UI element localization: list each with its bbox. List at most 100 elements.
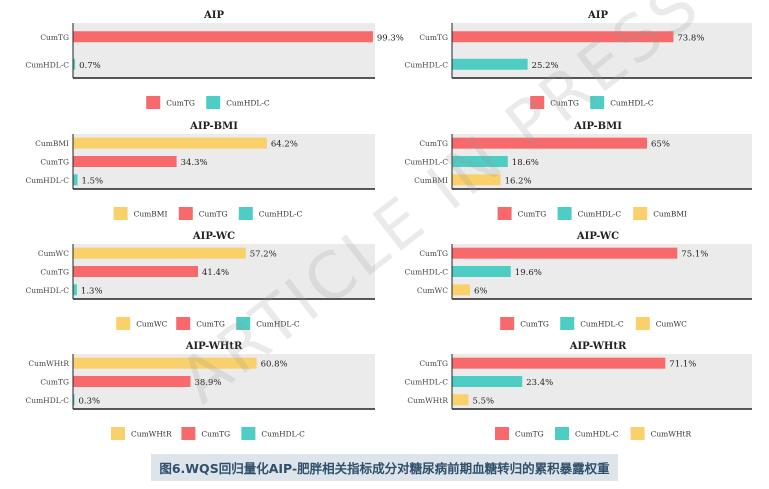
tick-label-cumtg: CumTG (419, 359, 448, 368)
legend-swatch-cumwc (116, 317, 131, 330)
data-label-cumhdl-c: 23.4% (526, 378, 553, 388)
data-label-cumwhtr: 5.5% (473, 396, 495, 406)
bar-cumhdl-c (73, 58, 76, 70)
bar-cumwc (73, 247, 246, 259)
tick-label-cumhdl-c: CumHDL-C (26, 286, 70, 295)
legend-label-cumbmi: CumBMI (653, 210, 687, 219)
tick-label-cumtg: CumTG (40, 378, 69, 387)
chart-title: AIP-BMI (573, 121, 622, 132)
chart-panel-6: AIP-WC CumWC 6% CumHDL-C 19.6% CumTG 75.1% CumT… (405, 231, 752, 330)
tick-label-cumwhtr: CumWHtR (28, 359, 69, 368)
chart-legend: CumWHtR CumTG CumHDL-C (111, 427, 305, 440)
bar-cumtg (452, 247, 678, 259)
chart-legend: CumTG CumHDL-C CumWC (500, 317, 687, 330)
legend-label-cumhdl-c: CumHDL-C (580, 320, 624, 329)
legend-swatch-cumhdl-c (557, 207, 572, 220)
legend-label-cumhdl-c: CumHDL-C (259, 210, 303, 219)
bar-cumtg (73, 376, 191, 387)
chart-title: AIP-WHtR (185, 341, 243, 352)
data-label-cumtg: 71.1% (669, 360, 696, 370)
data-label-cumtg: 73.8% (677, 33, 704, 43)
tick-label-cumtg: CumTG (40, 268, 69, 277)
data-label-cumhdl-c: 18.6% (512, 158, 539, 168)
data-label-cumhdl-c: 0.3% (79, 396, 101, 406)
data-label-cumhdl-c: 25.2% (532, 61, 559, 71)
legend-label-cumhdl-c: CumHDL-C (610, 99, 654, 108)
data-label-cumwc: 6% (474, 286, 488, 296)
bar-cumhdl-c (73, 394, 75, 406)
chart-legend: CumBMI CumTG CumHDL-C (113, 207, 303, 220)
bar-cumwhtr (452, 394, 469, 406)
tick-label-cumhdl-c: CumHDL-C (405, 378, 449, 387)
data-label-cumtg: 41.4% (202, 268, 229, 278)
data-label-cumhdl-c: 1.5% (82, 176, 104, 186)
chart-panel-2: AIP CumHDL-C 25.2% CumTG 73.8% CumTG CumHDL-C (405, 10, 752, 109)
legend-swatch-cumtg (500, 317, 515, 330)
tick-label-cumhdl-c: CumHDL-C (405, 158, 449, 167)
bar-cumtg (73, 31, 373, 43)
chart-panel-8: AIP-WHtR CumWHtR 5.5% CumHDL-C 23.4% CumTG 71.… (405, 341, 752, 440)
tick-label-cumhdl-c: CumHDL-C (26, 176, 70, 185)
chart-title: AIP (587, 10, 608, 21)
bar-cumhdl-c (452, 156, 508, 167)
legend-swatch-cumwhtr (630, 427, 645, 440)
tick-label-cumtg: CumTG (419, 249, 448, 258)
data-label-cumtg: 34.3% (181, 158, 208, 168)
tick-label-cumhdl-c: CumHDL-C (405, 268, 449, 277)
legend-swatch-cumhdl-c (236, 317, 251, 330)
legend-swatch-cumhdl-c (206, 96, 221, 109)
legend-label-cumtg: CumTG (515, 430, 544, 439)
legend-swatch-cumhdl-c (560, 317, 575, 330)
tick-label-cumwhtr: CumWHtR (407, 396, 448, 405)
chart-panel-4: AIP-BMI CumBMI 16.2% CumHDL-C 18.6% CumTG 65% C… (405, 121, 752, 220)
bar-cumtg (452, 137, 647, 149)
bar-cumhdl-c (452, 58, 528, 70)
bar-cumbmi (452, 174, 501, 186)
data-label-cumbmi: 16.2% (505, 176, 532, 186)
tick-label-cumbmi: CumBMI (414, 176, 448, 185)
legend-swatch-cumbmi (113, 207, 128, 220)
legend-label-cumwhtr: CumWHtR (651, 430, 692, 439)
tick-label-cumhdl-c: CumHDL-C (405, 60, 449, 69)
chart-legend: CumWC CumTG CumHDL-C (116, 317, 300, 330)
chart-title: AIP-WC (576, 231, 619, 242)
tick-label-cumwc: CumWC (38, 249, 69, 258)
bar-cumtg (73, 266, 199, 277)
legend-swatch-cumhdl-c (238, 207, 253, 220)
tick-label-cumhdl-c: CumHDL-C (26, 60, 70, 69)
tick-label-cumbmi: CumBMI (35, 139, 69, 148)
bar-cumwc (452, 284, 470, 296)
figure-caption: 图6.WQS回归量化AIP-肥胖相关指标成分对糖尿病前期血糖转归的累积暴露权重 (151, 454, 618, 481)
chart-legend: CumTG CumHDL-C CumWHtR (495, 427, 692, 440)
chart-title: AIP-BMI (189, 121, 238, 132)
chart-panel-5: AIP-WC CumHDL-C 1.3% CumTG 41.4% CumWC 57.2% Cu… (26, 231, 375, 330)
bar-cumtg (452, 357, 666, 369)
legend-label-cumtg: CumTG (201, 430, 230, 439)
legend-label-cumwhtr: CumWHtR (131, 430, 172, 439)
chart-panel-7: AIP-WHtR CumHDL-C 0.3% CumTG 38.9% CumWHtR 60.… (26, 341, 375, 440)
legend-label-cumhdl-c: CumHDL-C (261, 430, 305, 439)
chart-legend: CumTG CumHDL-C (530, 96, 654, 109)
legend-swatch-cumtg (176, 317, 191, 330)
legend-swatch-cumwc (635, 317, 650, 330)
data-label-cumtg: 38.9% (194, 378, 221, 388)
tick-label-cumtg: CumTG (40, 33, 69, 42)
legend-swatch-cumtg (181, 427, 196, 440)
data-label-cumwc: 57.2% (250, 250, 277, 260)
legend-label-cumhdl-c: CumHDL-C (256, 320, 300, 329)
bar-cumwhtr (73, 357, 257, 369)
legend-swatch-cumhdl-c (590, 96, 605, 109)
tick-label-cumwc: CumWC (417, 286, 448, 295)
bar-cumhdl-c (73, 284, 77, 296)
data-label-cumhdl-c: 19.6% (515, 268, 542, 278)
bar-cumhdl-c (452, 376, 523, 387)
legend-label-cumbmi: CumBMI (134, 210, 168, 219)
legend-swatch-cumtg (530, 96, 545, 109)
chart-title: AIP-WC (192, 231, 235, 242)
legend-label-cumtg: CumTG (196, 320, 225, 329)
legend-label-cumtg: CumTG (550, 99, 579, 108)
figure-caption-bar: 图6.WQS回归量化AIP-肥胖相关指标成分对糖尿病前期血糖转归的累积暴露权重 (0, 454, 769, 481)
legend-swatch-cumbmi (633, 207, 648, 220)
legend-label-cumwc: CumWC (656, 320, 687, 329)
tick-label-cumtg: CumTG (419, 33, 448, 42)
